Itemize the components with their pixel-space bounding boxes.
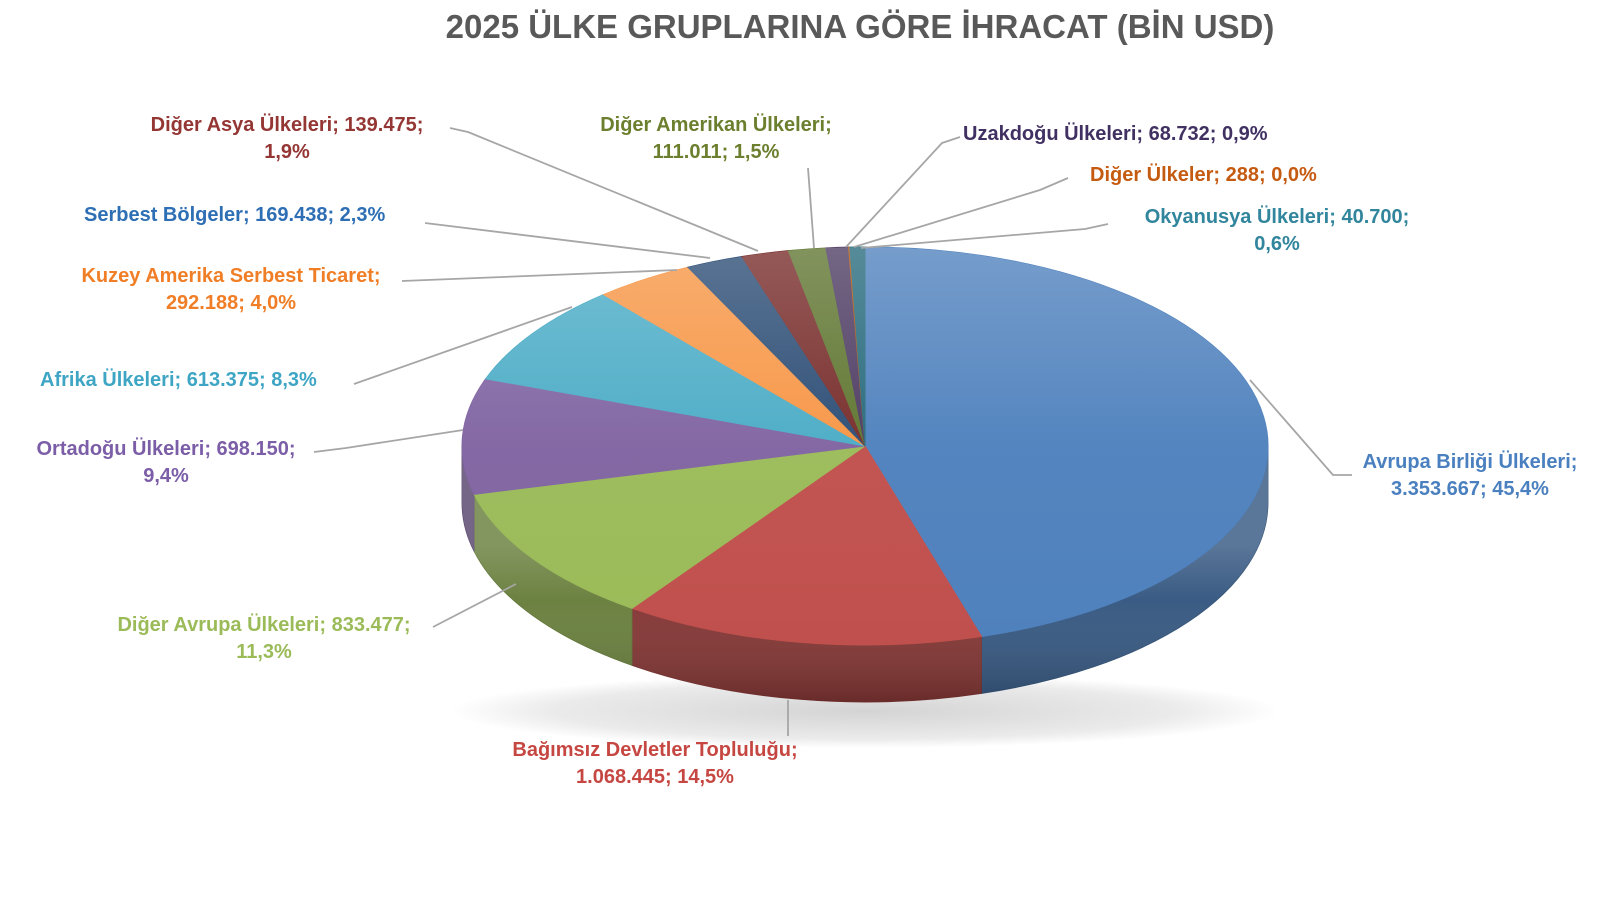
label-line: Diğer Amerikan Ülkeleri; <box>600 114 832 136</box>
label-line: 11,3% <box>236 641 292 663</box>
data-label-cis: Bağımsız Devletler Topluluğu; 1.068.445;… <box>455 737 855 791</box>
label-line: Uzakdoğu Ülkeleri; 68.732; 0,9% <box>963 123 1268 145</box>
label-line: Okyanusya Ülkeleri; 40.700; <box>1144 206 1410 228</box>
leader-line-other-america <box>807 167 815 249</box>
label-line: 111.011; 1,5% <box>652 141 780 163</box>
label-line: Diğer Avrupa Ülkeleri; 833.477; <box>117 614 411 636</box>
chart-title: 2025 ÜLKE GRUPLARINA GÖRE İHRACAT (BİN U… <box>445 8 1275 45</box>
data-label-africa: Afrika Ülkeleri; 613.375; 8,3% <box>40 367 317 394</box>
leader-line-oceania <box>860 223 1109 249</box>
label-line: Kuzey Amerika Serbest Ticaret; <box>81 265 381 287</box>
label-line: Diğer Asya Ülkeleri; 139.475; <box>150 114 424 136</box>
leader-line-eu <box>1249 379 1352 476</box>
leader-line-nafta <box>401 269 678 282</box>
label-line: Avrupa Birliği Ülkeleri; <box>1362 451 1578 473</box>
label-line: Serbest Bölgeler; 169.438; 2,3% <box>84 204 386 226</box>
leader-line-other-europe <box>432 583 517 628</box>
leader-line-africa <box>353 306 573 385</box>
label-line: Bağımsız Devletler Topluluğu; <box>512 739 798 761</box>
label-line: 3.353.667; 45,4% <box>1391 478 1549 500</box>
leader-line-other-asia <box>449 127 759 252</box>
data-label-eu: Avrupa Birliği Ülkeleri; 3.353.667; 45,4… <box>1320 449 1600 503</box>
data-label-middle-east: Ortadoğu Ülkeleri; 698.150; 9,4% <box>0 436 332 490</box>
label-line: 292.188; 4,0% <box>165 292 297 314</box>
label-line: Afrika Ülkeleri; 613.375; 8,3% <box>40 369 317 391</box>
data-label-other-europe: Diğer Avrupa Ülkeleri; 833.477; 11,3% <box>64 612 464 666</box>
label-line: 0,6% <box>1254 233 1300 255</box>
data-label-nafta: Kuzey Amerika Serbest Ticaret; 292.188; … <box>31 263 431 317</box>
label-line: 1,9% <box>264 141 310 163</box>
leader-line-free-zones <box>424 222 711 259</box>
data-label-oceania: Okyanusya Ülkeleri; 40.700; 0,6% <box>1112 204 1442 258</box>
data-label-other-countries: Diğer Ülkeler; 288; 0,0% <box>1090 162 1317 189</box>
data-label-free-zones: Serbest Bölgeler; 169.438; 2,3% <box>84 202 385 229</box>
label-line: Ortadoğu Ülkeleri; 698.150; <box>36 438 296 460</box>
label-line: 1.068.445; 14,5% <box>576 766 734 788</box>
data-label-other-asia: Diğer Asya Ülkeleri; 139.475; 1,9% <box>87 112 487 166</box>
leader-line-other-countries <box>853 177 1069 248</box>
label-line: Diğer Ülkeler; 288; 0,0% <box>1090 164 1317 186</box>
leader-line-middle-east <box>313 429 464 453</box>
data-label-far-east: Uzakdoğu Ülkeleri; 68.732; 0,9% <box>963 121 1268 148</box>
leader-line-far-east <box>845 136 961 248</box>
data-label-other-america: Diğer Amerikan Ülkeleri; 111.011; 1,5% <box>536 112 896 166</box>
label-line: 9,4% <box>143 465 189 487</box>
